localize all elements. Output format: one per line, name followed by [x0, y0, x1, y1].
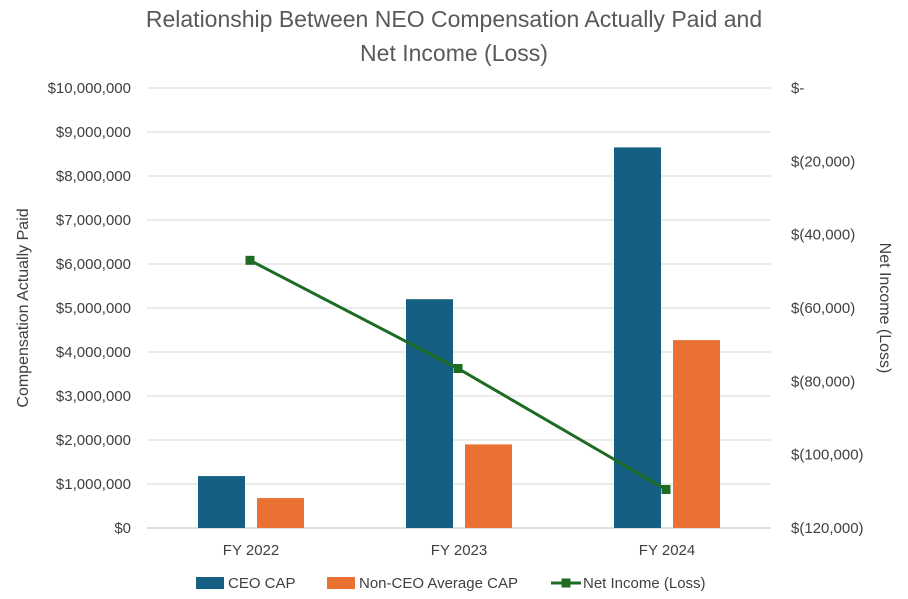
- x-tick-label: FY 2024: [639, 542, 695, 559]
- legend-label: Net Income (Loss): [583, 575, 706, 592]
- legend-swatch-marker: [561, 578, 571, 588]
- y2-tick-label: $(40,000): [791, 227, 855, 244]
- y-tick-label: $0: [114, 520, 131, 537]
- legend-swatch: [196, 577, 224, 589]
- net-income-marker: [453, 364, 463, 373]
- y-tick-label: $1,000,000: [56, 476, 131, 493]
- y-tick-label: $10,000,000: [48, 80, 131, 97]
- y-tick-label: $5,000,000: [56, 300, 131, 317]
- net-income-line-layer: [245, 255, 671, 494]
- legend: CEO CAP Non-CEO Average CAP Net Income (Lo…: [196, 575, 706, 592]
- non-ceo-average-cap-bar: [465, 444, 512, 528]
- y-tick-label: $6,000,000: [56, 256, 131, 273]
- x-axis-ticks: FY 2022 FY 2023 FY 2024: [223, 542, 695, 559]
- y2-tick-label: $-: [791, 80, 804, 97]
- non-ceo-average-cap-bar: [673, 340, 720, 528]
- x-tick-label: FY 2023: [431, 542, 487, 559]
- y-tick-label: $2,000,000: [56, 432, 131, 449]
- y2-tick-label: $(120,000): [791, 520, 864, 537]
- y2-tick-label: $(80,000): [791, 373, 855, 390]
- ceo-cap-bar: [406, 299, 453, 528]
- y2-axis-title: Net Income (Loss): [876, 243, 893, 374]
- legend-label: CEO CAP: [228, 575, 296, 592]
- non-ceo-average-cap-bar: [257, 498, 304, 528]
- y-tick-label: $3,000,000: [56, 388, 131, 405]
- ceo-cap-bar: [198, 476, 245, 528]
- y2-tick-label: $(60,000): [791, 300, 855, 317]
- net-income-line: [249, 259, 667, 491]
- chart-title-line-2: Net Income (Loss): [360, 40, 548, 66]
- right-axis-ticks: $- $(20,000) $(40,000) $(60,000) $(80,000) $(…: [791, 80, 864, 537]
- y-tick-label: $4,000,000: [56, 344, 131, 361]
- y-tick-label: $8,000,000: [56, 168, 131, 185]
- chart-title-line-1: Relationship Between NEO Compensation Ac…: [146, 6, 762, 32]
- y2-tick-label: $(100,000): [791, 447, 864, 464]
- legend-swatch: [327, 577, 355, 589]
- legend-label: Non-CEO Average CAP: [359, 575, 518, 592]
- net-income-marker: [661, 485, 671, 494]
- x-tick-label: FY 2022: [223, 542, 279, 559]
- bars: [198, 147, 720, 528]
- y-tick-label: $7,000,000: [56, 212, 131, 229]
- y-tick-label: $9,000,000: [56, 124, 131, 141]
- left-axis-ticks: $0 $1,000,000 $2,000,000 $3,000,000 $4,000,0…: [48, 80, 131, 537]
- ceo-cap-bar: [614, 147, 661, 528]
- y-axis-title: Compensation Actually Paid: [15, 208, 32, 407]
- net-income-marker: [245, 255, 255, 265]
- y2-tick-label: $(20,000): [791, 153, 855, 170]
